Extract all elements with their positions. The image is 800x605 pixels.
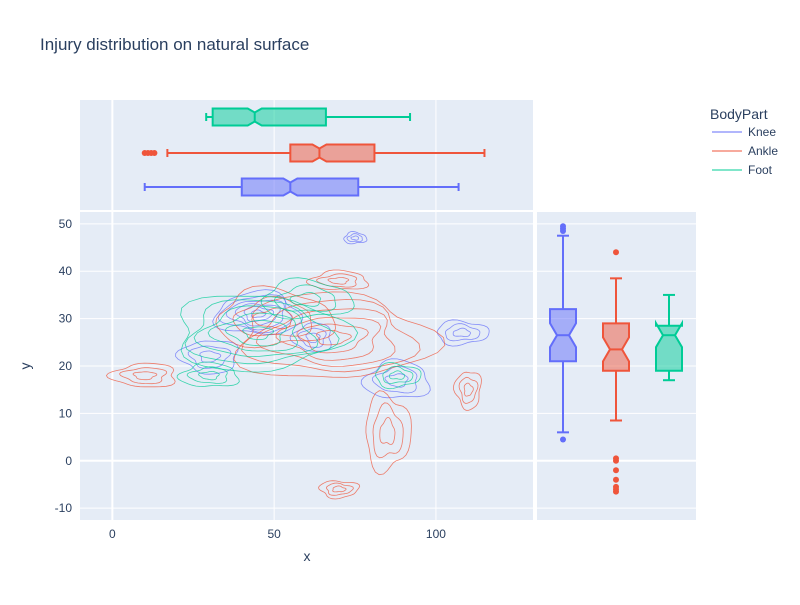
right-box-knee	[549, 223, 577, 443]
contour-line	[372, 402, 404, 459]
contour-line	[332, 485, 347, 493]
contour-line	[105, 362, 176, 388]
density-contours	[105, 231, 490, 500]
y-tick-label: -10	[55, 501, 73, 515]
contour-line	[384, 373, 409, 388]
contour-line	[207, 312, 299, 352]
outlier-point	[613, 249, 619, 256]
top-box-foot	[205, 107, 412, 127]
contour-group-foot	[176, 277, 422, 390]
contour-line	[306, 269, 370, 290]
contour-line	[389, 370, 406, 380]
y-tick-label: 10	[59, 406, 73, 420]
y-axis-label: y	[17, 363, 33, 370]
contour-line	[184, 299, 340, 365]
contour-line	[316, 330, 352, 346]
outlier-point	[613, 457, 619, 464]
contour-line	[193, 305, 319, 358]
contour-line	[444, 323, 481, 342]
y-tick-label: 0	[65, 454, 72, 468]
y-tick-label: 40	[59, 264, 73, 278]
right-marginal-box-panel	[537, 212, 696, 520]
outlier-point	[560, 223, 566, 230]
contour-line	[458, 376, 479, 404]
outlier-point	[151, 150, 158, 156]
contour-line	[371, 365, 418, 394]
x-axis-label: x	[304, 548, 311, 564]
x-tick-label: 100	[426, 527, 446, 541]
contour-line	[297, 327, 327, 348]
contour-line	[251, 309, 267, 318]
contour-line	[175, 340, 239, 375]
contour-line	[275, 317, 382, 361]
contour-line	[242, 326, 275, 341]
contour-line	[318, 480, 361, 500]
contour-line	[325, 482, 354, 496]
contour-line	[360, 358, 431, 399]
contour-line	[346, 233, 363, 243]
contour-line	[365, 390, 412, 476]
right-box-ankle	[602, 249, 630, 495]
contour-line	[463, 382, 474, 397]
contour-line	[233, 291, 446, 378]
contour-line	[215, 285, 337, 349]
contour-line	[343, 231, 368, 245]
top-marginal-box-panel	[80, 100, 533, 210]
contour-line	[243, 305, 275, 323]
contour-line	[350, 235, 360, 241]
contour-line	[180, 295, 359, 373]
contour-line	[375, 362, 422, 390]
outlier-point	[613, 476, 619, 483]
top-box-knee	[143, 177, 460, 197]
top-box-ankle	[141, 143, 486, 163]
contour-line	[176, 361, 240, 387]
contour-line	[224, 320, 288, 347]
contour-line	[187, 345, 232, 369]
right-box-foot	[655, 293, 683, 382]
contour-line	[316, 273, 358, 288]
box-body	[240, 177, 360, 197]
x-tick-label: 50	[267, 527, 281, 541]
contour-line	[212, 289, 304, 336]
y-tick-label: 30	[59, 312, 73, 326]
outlier-point	[560, 436, 566, 443]
x-tick-label: 0	[109, 527, 116, 541]
chart-title: Injury distribution on natural surface	[40, 35, 309, 54]
contour-line	[119, 367, 168, 385]
main-contour-panel: 0 50 100 -10 0 10 20 30 40 50	[55, 212, 533, 541]
contour-line	[273, 284, 337, 312]
legend: BodyPart Knee Ankle Foot	[710, 106, 778, 177]
contour-line	[305, 332, 321, 343]
outlier-point	[613, 488, 619, 495]
contour-line	[327, 277, 350, 285]
box-body	[211, 107, 327, 127]
contour-line	[453, 371, 482, 411]
legend-entry-foot: Foot	[748, 163, 773, 177]
contour-line	[289, 292, 322, 307]
contour-line	[260, 277, 355, 320]
box-body	[289, 143, 376, 163]
contour-line	[132, 371, 158, 381]
outlier-point	[613, 467, 619, 474]
contour-line	[382, 365, 414, 384]
contour-line	[186, 366, 228, 384]
legend-entry-ankle: Ankle	[748, 144, 778, 158]
contour-line	[296, 323, 369, 354]
legend-entry-knee: Knee	[748, 125, 776, 139]
box-body	[602, 322, 630, 372]
contour-line	[452, 327, 471, 337]
contour-line	[379, 417, 396, 445]
contour-line	[241, 299, 421, 373]
contour-line	[198, 370, 220, 381]
y-tick-label: 50	[59, 217, 73, 231]
y-tick-label: 20	[59, 359, 73, 373]
box-body	[655, 319, 683, 372]
legend-title: BodyPart	[710, 106, 768, 122]
contour-line	[256, 308, 396, 367]
